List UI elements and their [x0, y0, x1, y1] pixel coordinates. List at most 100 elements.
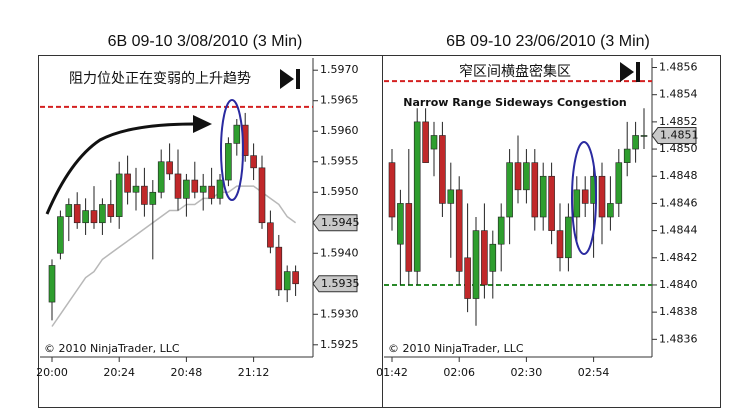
y-tick-label: 1.5925: [320, 338, 359, 351]
candle-body: [497, 216, 505, 245]
y-tick-label: 1.4852: [659, 115, 698, 128]
y-tick-label: 1.4840: [659, 278, 698, 291]
play-icon-bar: [296, 69, 300, 89]
candle-body: [107, 204, 115, 217]
x-tick-label: 20:48: [171, 366, 203, 379]
candle-body: [455, 189, 463, 272]
candle-body: [65, 204, 73, 217]
candle-body: [481, 230, 488, 286]
price-marker-label: 1.5945: [321, 216, 360, 229]
trend-arrow: [45, 122, 196, 215]
candle-body: [99, 204, 106, 224]
candle-body: [623, 148, 631, 163]
y-tick-label: 1.5930: [320, 307, 359, 320]
x-tick-label: 02:06: [443, 366, 475, 379]
price-marker: [312, 275, 358, 293]
candle-body: [615, 162, 623, 204]
candle-body: [149, 191, 157, 205]
candle-body: [216, 179, 224, 199]
candle-body: [258, 167, 266, 224]
price-marker: [651, 126, 697, 144]
copyright: © 2010 NinjaTrader, LLC: [44, 342, 180, 355]
candle-body: [413, 121, 421, 272]
candle-body: [90, 210, 98, 224]
annotation: 阻力位处正在变弱的上升趋势: [69, 71, 251, 87]
candle-body: [573, 189, 581, 218]
candle-body: [267, 222, 274, 248]
y-tick-label: 1.5955: [320, 155, 359, 168]
candle-body: [208, 185, 215, 199]
candle-body: [447, 189, 455, 204]
price-marker-label: 1.5935: [321, 277, 360, 290]
candle-body: [397, 203, 404, 245]
candle-body: [439, 135, 446, 204]
chart-title: 6B 09-10 23/06/2010 (3 Min): [446, 33, 650, 50]
candle-body: [141, 185, 148, 205]
trend-arrowhead: [193, 115, 212, 133]
candle-body: [199, 185, 207, 193]
candle-body: [556, 230, 564, 259]
y-tick-label: 1.5960: [320, 124, 359, 137]
y-tick-label: 1.4850: [659, 142, 698, 155]
y-tick-label: 1.4854: [659, 88, 698, 101]
x-tick-label: 20:24: [103, 366, 135, 379]
x-tick-label: 01:42: [376, 366, 408, 379]
candle-body: [506, 162, 513, 218]
subtitle: Narrow Range Sideways Congestion: [403, 96, 627, 109]
candle-body: [57, 216, 64, 254]
candle-body: [581, 189, 589, 204]
candle-body: [640, 135, 648, 137]
highlight-ellipse: [220, 99, 244, 201]
y-tick-label: 1.4836: [659, 332, 698, 345]
x-tick-label: 02:30: [511, 366, 543, 379]
highlight-ellipse: [571, 141, 597, 255]
candle-body: [124, 173, 131, 193]
candle-body: [531, 162, 539, 218]
annotation: 窄区间横盘密集区: [459, 63, 571, 80]
play-icon: [280, 69, 294, 89]
y-tick-label: 1.5965: [320, 94, 359, 107]
candle-body: [523, 162, 530, 191]
candle-body: [388, 162, 396, 218]
candle-body: [565, 216, 572, 259]
chart-title: 6B 09-10 3/08/2010 (3 Min): [108, 33, 303, 50]
candle-body: [548, 175, 555, 231]
candle-body: [132, 185, 140, 193]
candle-body: [489, 243, 497, 272]
candle-body: [430, 135, 438, 150]
y-tick-label: 1.4848: [659, 169, 698, 182]
y-tick-label: 1.5970: [320, 63, 359, 76]
y-tick-label: 1.4844: [659, 224, 698, 237]
candle-body: [166, 161, 173, 175]
x-tick-label: 21:12: [238, 366, 270, 379]
candle-body: [73, 204, 81, 224]
moving-average-line: [51, 185, 297, 327]
right-panel-frame: [382, 55, 721, 408]
y-tick-label: 1.4842: [659, 251, 698, 264]
y-tick-label: 1.5940: [320, 246, 359, 259]
candle-body: [607, 203, 614, 218]
candle-body: [464, 257, 471, 299]
play-icon: [620, 62, 634, 82]
y-tick-label: 1.4856: [659, 61, 698, 74]
candle-body: [422, 121, 429, 163]
play-icon-bar: [636, 62, 640, 82]
candle-body: [598, 175, 606, 218]
candle-body: [115, 173, 123, 217]
candle-body: [174, 173, 182, 199]
candle-body: [250, 155, 257, 169]
candle-body: [225, 143, 232, 181]
y-tick-label: 1.4846: [659, 196, 698, 209]
candle-body: [82, 210, 89, 224]
copyright: © 2010 NinjaTrader, LLC: [388, 342, 524, 355]
x-tick-label: 20:00: [36, 366, 68, 379]
x-tick-label: 02:54: [578, 366, 610, 379]
price-marker: [312, 214, 358, 232]
candle-body: [283, 271, 291, 291]
candle-body: [233, 124, 241, 144]
candle-body: [275, 246, 283, 291]
candle-body: [514, 162, 522, 191]
candle-body: [405, 203, 413, 272]
